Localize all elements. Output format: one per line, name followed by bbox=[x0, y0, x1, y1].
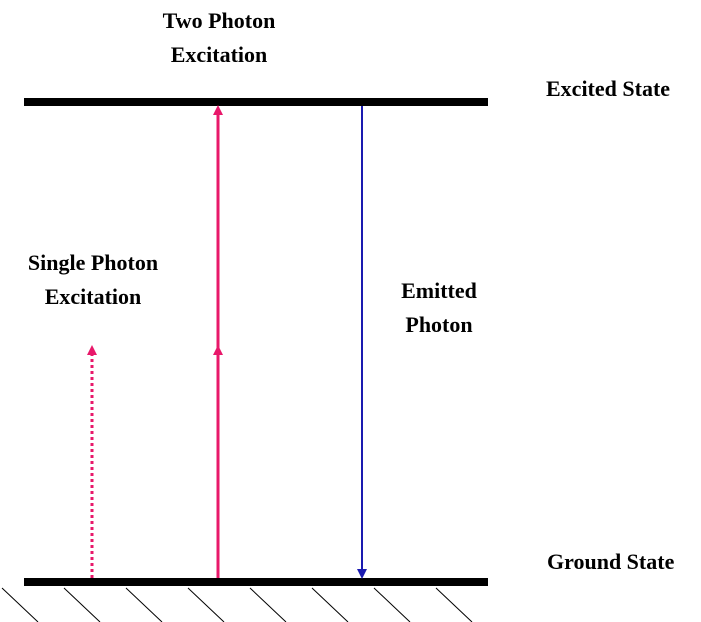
label: Ground State bbox=[547, 549, 675, 574]
hatching bbox=[1, 587, 473, 622]
label: Single Photon bbox=[28, 250, 158, 275]
label: Excitation bbox=[45, 284, 142, 309]
label: Excited State bbox=[546, 76, 670, 101]
label: Two Photon bbox=[163, 8, 276, 33]
label: Emitted bbox=[401, 278, 477, 303]
label: Excitation bbox=[171, 42, 268, 67]
label: Photon bbox=[405, 312, 472, 337]
